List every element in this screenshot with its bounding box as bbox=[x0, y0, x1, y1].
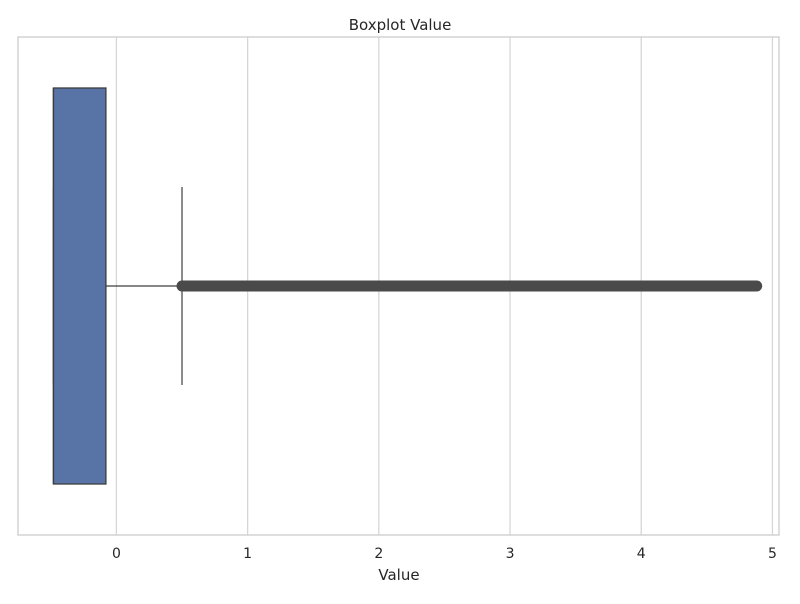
x-tick-labels: 0 1 2 3 4 5 bbox=[112, 546, 777, 562]
chart-title: Boxplot Value bbox=[349, 16, 452, 34]
x-tick-label-1: 1 bbox=[243, 546, 252, 562]
x-tick-label-0: 0 bbox=[112, 546, 121, 562]
x-tick-label-2: 2 bbox=[374, 546, 383, 562]
iqr-box bbox=[52, 87, 107, 485]
box-plot bbox=[52, 87, 763, 485]
x-tick-label-5: 5 bbox=[768, 546, 777, 562]
x-axis-label: Value bbox=[378, 566, 419, 584]
x-tick-label-4: 4 bbox=[637, 546, 646, 562]
plot-frame bbox=[17, 36, 780, 536]
x-tick-label-3: 3 bbox=[506, 546, 515, 562]
